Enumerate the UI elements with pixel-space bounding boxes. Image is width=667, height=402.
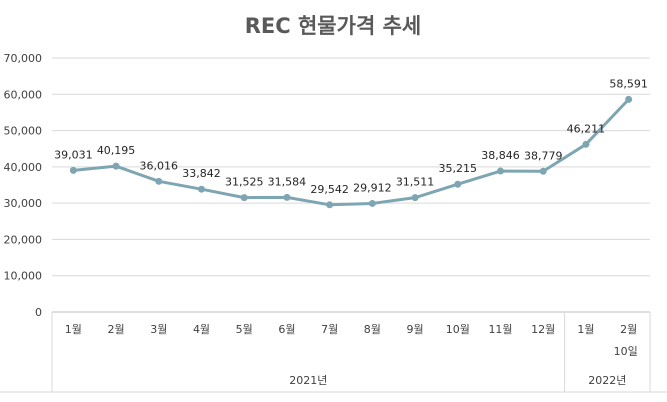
y-tick-label: 50,000 <box>4 125 43 138</box>
data-point <box>198 185 205 193</box>
chart-title: REC 현물가격 추세 <box>245 14 421 38</box>
data-label: 38,779 <box>524 149 563 162</box>
y-tick-label: 40,000 <box>4 161 43 174</box>
x-tick-label: 5월 <box>236 323 253 336</box>
data-label: 31,511 <box>396 176 435 189</box>
data-label: 29,912 <box>353 181 392 194</box>
x-tick-label: 9월 <box>407 323 424 336</box>
y-tick-label: 0 <box>35 306 42 319</box>
data-point <box>283 193 291 201</box>
series-area <box>69 95 633 209</box>
x-group-label: 2021년 <box>289 374 327 387</box>
data-point <box>155 177 163 185</box>
x-tick-label: 1월 <box>577 323 594 336</box>
x-tick-label: 2월 <box>620 323 637 336</box>
x-axis: 1월 2월 3월 4월 5월 6월 7월 8월 9월 10월 11월 12월 1월 2월 10일 2021년 2… <box>0 311 667 393</box>
y-tick-label: 20,000 <box>4 233 43 246</box>
data-point <box>69 166 77 174</box>
x-tick-label: 10월 <box>446 323 470 336</box>
data-label: 40,195 <box>97 144 136 157</box>
data-label: 46,211 <box>567 122 606 135</box>
x-tick-label: 4월 <box>193 323 210 336</box>
series-line <box>71 97 631 207</box>
data-point <box>539 167 547 175</box>
y-tick-label: 70,000 <box>4 52 43 65</box>
data-point <box>240 194 248 202</box>
x-tick-label: 12월 <box>531 323 555 336</box>
y-axis: 0 10,000 20,000 30,000 40,000 50,000 60,000 70,… <box>4 52 43 319</box>
data-label: 31,584 <box>268 175 307 188</box>
x-tick-label: 6월 <box>278 323 295 336</box>
data-label: 58,591 <box>609 77 648 90</box>
x-tick-label: 1월 <box>65 323 82 336</box>
y-tick-label: 60,000 <box>4 88 43 101</box>
x-tick-label: 2월 <box>108 323 125 336</box>
data-label: 33,842 <box>182 167 221 180</box>
data-point <box>368 199 376 207</box>
x-tick-label: 7월 <box>321 323 338 336</box>
data-point <box>625 95 633 103</box>
x-tick-label: 11월 <box>488 323 512 336</box>
y-tick-label: 10,000 <box>4 270 43 283</box>
data-label: 38,846 <box>481 149 520 162</box>
x-tick-sublabel: 10일 <box>614 344 638 358</box>
x-tick-label: 8월 <box>364 323 381 336</box>
data-label: 29,542 <box>310 183 349 196</box>
data-point <box>497 167 504 175</box>
data-label: 31,525 <box>225 176 264 189</box>
data-point <box>411 194 419 202</box>
x-tick-label: 3월 <box>150 323 167 336</box>
x-group-label: 2022년 <box>588 374 626 387</box>
data-point <box>582 140 590 148</box>
data-point <box>326 201 334 209</box>
data-point <box>112 162 120 170</box>
data-point <box>454 180 462 188</box>
data-label: 35,215 <box>439 162 478 175</box>
data-label: 36,016 <box>140 159 179 172</box>
y-tick-label: 30,000 <box>4 197 43 210</box>
data-label: 39,031 <box>54 148 93 161</box>
